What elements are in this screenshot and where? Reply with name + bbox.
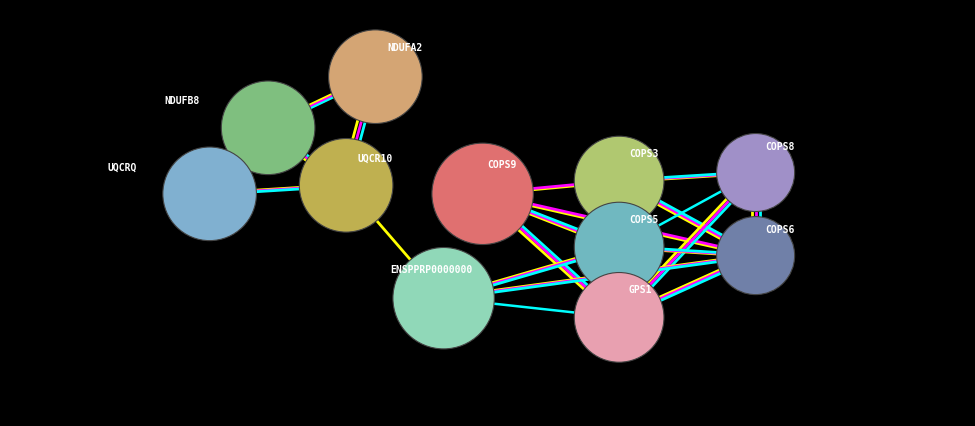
Text: COPS8: COPS8 xyxy=(765,142,795,152)
Text: NDUFA2: NDUFA2 xyxy=(387,43,422,53)
Text: UQCR10: UQCR10 xyxy=(358,154,393,164)
Ellipse shape xyxy=(574,136,664,226)
Ellipse shape xyxy=(717,133,795,212)
Text: COPS6: COPS6 xyxy=(765,225,795,235)
Text: NDUFB8: NDUFB8 xyxy=(165,96,200,106)
Text: GPS1: GPS1 xyxy=(629,285,652,295)
Ellipse shape xyxy=(163,147,256,241)
Text: COPS3: COPS3 xyxy=(629,149,658,159)
Ellipse shape xyxy=(432,143,533,245)
Text: COPS9: COPS9 xyxy=(488,161,517,170)
Ellipse shape xyxy=(574,202,664,292)
Text: COPS5: COPS5 xyxy=(629,215,658,225)
Text: ENSPPRP0000000: ENSPPRP0000000 xyxy=(390,265,472,275)
Text: UQCRQ: UQCRQ xyxy=(107,163,136,173)
Ellipse shape xyxy=(393,248,494,349)
Ellipse shape xyxy=(574,273,664,362)
Ellipse shape xyxy=(717,216,795,295)
Ellipse shape xyxy=(221,81,315,175)
Ellipse shape xyxy=(329,30,422,124)
Ellipse shape xyxy=(299,138,393,232)
